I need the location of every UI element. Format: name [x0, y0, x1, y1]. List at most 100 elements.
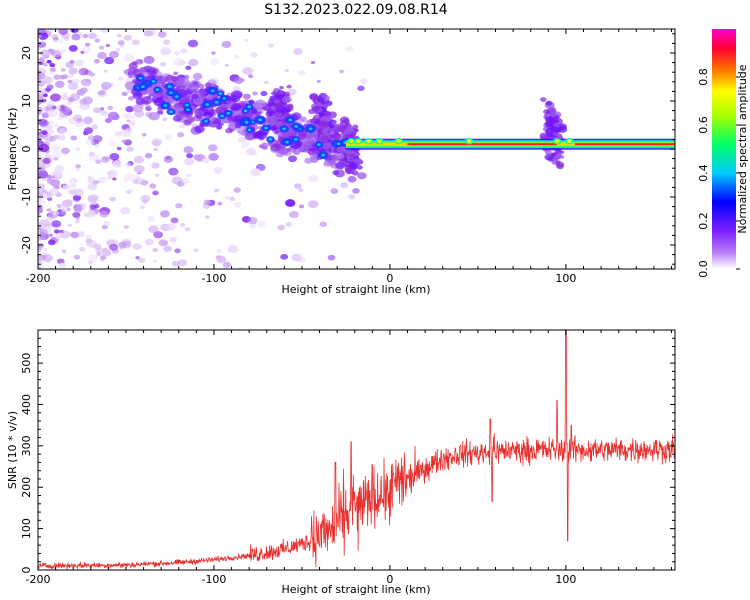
- noise-blob: [38, 94, 44, 101]
- streak-blob: [192, 108, 198, 113]
- noise-blob: [49, 71, 55, 76]
- noise-blob: [132, 243, 142, 250]
- noise-blob: [73, 206, 83, 213]
- streak-blob: [228, 121, 236, 127]
- x-tick-label: 0: [386, 272, 393, 285]
- noise-blob: [51, 220, 62, 228]
- noise-blob: [93, 107, 102, 114]
- burst-blob: [353, 157, 363, 165]
- noise-blob: [41, 98, 47, 103]
- streak-blob: [292, 149, 301, 155]
- noise-blob: [108, 140, 116, 146]
- noise-blob: [93, 59, 101, 64]
- noise-blob: [95, 159, 102, 164]
- snr-frame: [37, 329, 676, 571]
- noise-blob: [264, 80, 269, 85]
- noise-blob: [87, 183, 98, 191]
- streak-blob: [206, 94, 213, 100]
- streak-blob: [304, 157, 313, 164]
- noise-blob: [287, 88, 297, 96]
- snr-x-axis-label: Height of straight line (km): [281, 583, 430, 596]
- streak-blob: [150, 69, 158, 75]
- noise-blob: [104, 56, 115, 65]
- streak-blob: [252, 91, 258, 96]
- noise-blob: [357, 85, 365, 92]
- noise-blob: [151, 139, 162, 147]
- streak-blob: [145, 106, 152, 112]
- y-tick-label: 400: [20, 394, 33, 415]
- noise-blob: [99, 109, 108, 116]
- carrier-knot-core: [566, 139, 572, 143]
- noise-blob: [298, 188, 304, 193]
- noise-blob: [135, 174, 141, 178]
- hotspot-core: [155, 88, 160, 91]
- noise-blob: [41, 200, 47, 205]
- noise-blob: [62, 184, 71, 191]
- carrier-red-core: [574, 143, 675, 146]
- burst-blob: [320, 101, 326, 105]
- noise-blob: [159, 62, 166, 67]
- carrier-knot-core: [348, 139, 354, 143]
- noise-blob: [38, 71, 46, 80]
- burst-blob: [339, 119, 350, 128]
- streak-blob: [194, 125, 205, 134]
- y-tick-label: 300: [20, 435, 33, 456]
- noise-blob: [284, 69, 289, 73]
- noise-blob: [88, 260, 93, 265]
- noise-blob: [339, 69, 344, 74]
- hotspot-core: [169, 110, 173, 114]
- noise-blob: [68, 44, 78, 52]
- noise-blob: [74, 120, 85, 128]
- noise-blob: [124, 54, 135, 63]
- noise-blob: [53, 74, 61, 80]
- noise-blob: [38, 83, 43, 90]
- noise-blob: [38, 242, 45, 249]
- noise-blob: [72, 194, 82, 201]
- noise-blob: [94, 38, 101, 43]
- noise-blob: [132, 104, 144, 113]
- noise-blob: [240, 141, 250, 148]
- streak-blob: [150, 74, 157, 79]
- hotspot-core: [186, 108, 190, 112]
- noise-blob: [56, 203, 62, 208]
- noise-blob: [188, 58, 199, 67]
- streak-blob: [244, 133, 256, 141]
- noise-blob: [73, 114, 83, 122]
- noise-blob: [155, 173, 160, 177]
- noise-blob: [60, 49, 67, 54]
- noise-blob: [234, 55, 240, 59]
- noise-blob: [126, 146, 134, 152]
- noise-blob: [227, 245, 239, 254]
- noise-blob: [88, 72, 96, 77]
- burst-blob: [543, 109, 551, 115]
- spectrogram-y-axis-label: Frequency (Hz): [6, 108, 19, 191]
- colorbar-tick-label: 0.2: [697, 212, 710, 230]
- burst-blob: [270, 125, 278, 131]
- noise-blob: [38, 255, 43, 262]
- noise-blob: [152, 247, 159, 253]
- streak-blob: [231, 103, 242, 111]
- noise-blob: [175, 203, 183, 209]
- noise-blob: [170, 217, 179, 224]
- hotspot-core: [167, 85, 172, 88]
- noise-blob: [109, 153, 120, 161]
- noise-blob: [68, 177, 79, 185]
- noise-blob: [180, 48, 188, 54]
- noise-blob: [96, 252, 102, 257]
- noise-blob: [207, 144, 218, 152]
- burst-blob: [319, 131, 324, 136]
- noise-blob: [53, 210, 60, 216]
- noise-blob: [250, 52, 258, 58]
- noise-blob: [229, 196, 236, 202]
- noise-blob: [97, 176, 108, 184]
- noise-blob: [92, 180, 99, 185]
- noise-blob: [72, 212, 81, 218]
- noise-blob: [233, 187, 241, 193]
- noise-blob: [177, 132, 185, 138]
- burst-blob: [540, 97, 547, 102]
- burst-blob: [271, 91, 276, 96]
- noise-blob: [61, 199, 73, 208]
- noise-blob: [38, 219, 50, 228]
- y-tick-label: 100: [20, 518, 33, 539]
- noise-blob: [159, 210, 170, 218]
